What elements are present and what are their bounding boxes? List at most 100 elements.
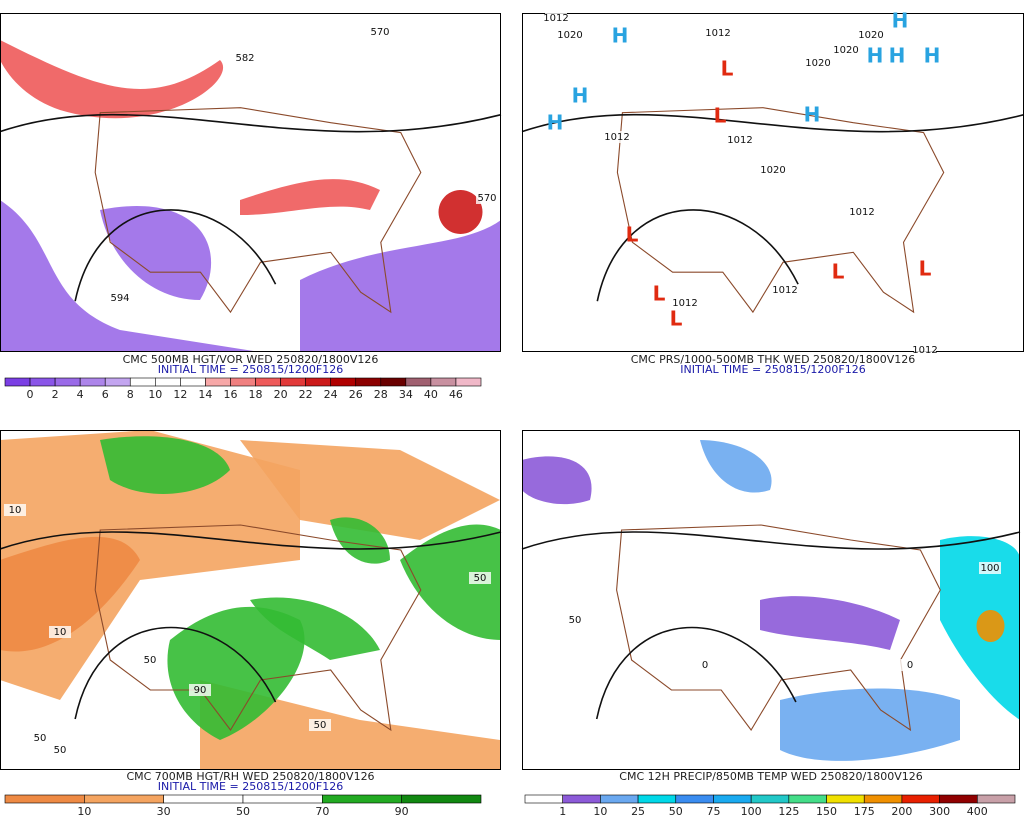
map-shading — [760, 596, 900, 650]
colorbar-box — [788, 794, 827, 804]
contour-label: 594 — [110, 293, 129, 304]
pressure-center: H — [889, 44, 906, 68]
colorbar-box — [163, 794, 244, 804]
colorbar-label: 25 — [631, 805, 645, 818]
pressure-center: L — [832, 260, 845, 284]
contour-label: 50 — [54, 745, 67, 756]
map-frame — [522, 430, 1020, 770]
contour-label: 582 — [235, 53, 254, 64]
colorbar-label: 75 — [706, 805, 720, 818]
map-frame — [0, 13, 501, 352]
colorbar-label: 30 — [157, 805, 171, 818]
pressure-center: L — [721, 57, 734, 81]
colorbar-label: 50 — [236, 805, 250, 818]
contour-label: 100 — [980, 563, 999, 574]
contour-label: 1020 — [760, 165, 785, 176]
contour-label: 570 — [477, 193, 496, 204]
contour-label: 1012 — [912, 345, 937, 356]
colorbar-box — [637, 794, 677, 804]
map-shading — [0, 40, 224, 119]
colorbar-label: 16 — [223, 388, 237, 401]
label-bg — [762, 164, 784, 176]
colorbar-label: 22 — [299, 388, 313, 401]
pressure-center: H — [612, 24, 629, 48]
map-shading — [522, 456, 592, 505]
colorbar-box — [104, 377, 131, 387]
colorbar-label: 150 — [816, 805, 837, 818]
colorbar-label: 50 — [669, 805, 683, 818]
colorbar-box — [600, 794, 639, 804]
isobar — [521, 531, 1021, 550]
label-bg — [807, 57, 829, 69]
colorbar-label: 400 — [967, 805, 988, 818]
contour-label: 1020 — [805, 58, 830, 69]
map-shading — [0, 536, 140, 652]
colorbar-label: 10 — [593, 805, 607, 818]
colorbar-box — [330, 377, 357, 387]
contour-label: 1012 — [543, 13, 568, 24]
label-bg — [707, 27, 729, 39]
colorbar-box — [242, 794, 323, 804]
contour-label: 50 — [314, 720, 327, 731]
map-shading — [438, 190, 483, 234]
map-shading — [167, 606, 305, 740]
colorbar-label: 90 — [395, 805, 409, 818]
isobar — [0, 531, 502, 550]
colorbar-box — [524, 794, 563, 804]
colorbar-label: 40 — [424, 388, 438, 401]
contour-label: 1020 — [858, 30, 883, 41]
colorbar-box — [675, 794, 714, 804]
colorbar-box — [713, 794, 752, 804]
colorbar-label: 70 — [315, 805, 329, 818]
isobar — [74, 626, 277, 720]
colorbar-label: 100 — [741, 805, 762, 818]
colorbar-box — [4, 377, 31, 387]
colorbar-label: 10 — [77, 805, 91, 818]
initial-time: INITIAL TIME = 250815/1200F126 — [158, 780, 343, 793]
contour-label: 50 — [569, 615, 582, 626]
map-shading — [240, 440, 500, 540]
label-bg — [109, 292, 131, 304]
map-shading — [100, 436, 230, 494]
colorbar-box — [901, 794, 940, 804]
colorbar-box — [84, 794, 164, 804]
map-border — [94, 107, 422, 314]
map-shading — [100, 206, 212, 300]
colorbar-box — [977, 794, 1016, 804]
label-bg — [189, 684, 211, 696]
colorbar-label: 34 — [399, 388, 413, 401]
label-bg — [234, 52, 256, 64]
label-bg — [606, 131, 628, 143]
contour-label: 10 — [54, 627, 67, 638]
colorbar-label: 2 — [52, 388, 59, 401]
contour-label: 570 — [370, 27, 389, 38]
colorbar-label: 18 — [249, 388, 263, 401]
isobar — [596, 209, 799, 302]
label-bg — [899, 659, 921, 671]
colorbar-label: 6 — [102, 388, 109, 401]
colorbar-label: 0 — [27, 388, 34, 401]
map-shading — [330, 517, 390, 564]
isobar — [521, 113, 1024, 133]
pressure-center: L — [626, 223, 639, 247]
map-shading — [0, 200, 260, 352]
colorbar-box — [255, 377, 281, 387]
contour-label: 0 — [907, 660, 913, 671]
map-caption: CMC PRS/1000-500MB THK WED 250820/1800V1… — [631, 353, 916, 366]
map-shading — [250, 597, 380, 660]
map-shading — [700, 440, 772, 493]
pressure-center: H — [924, 44, 941, 68]
label-bg — [309, 719, 331, 731]
contour-label: 1012 — [772, 285, 797, 296]
label-bg — [469, 572, 491, 584]
colorbar-box — [205, 377, 231, 387]
colorbar-box — [230, 377, 256, 387]
contour-label: 50 — [34, 733, 47, 744]
colorbar-box — [322, 794, 402, 804]
label-bg — [49, 626, 71, 638]
pressure-center: L — [714, 104, 727, 128]
isobar — [595, 626, 797, 720]
colorbar-box — [430, 377, 457, 387]
initial-time: INITIAL TIME = 250815/1200F126 — [158, 363, 343, 376]
